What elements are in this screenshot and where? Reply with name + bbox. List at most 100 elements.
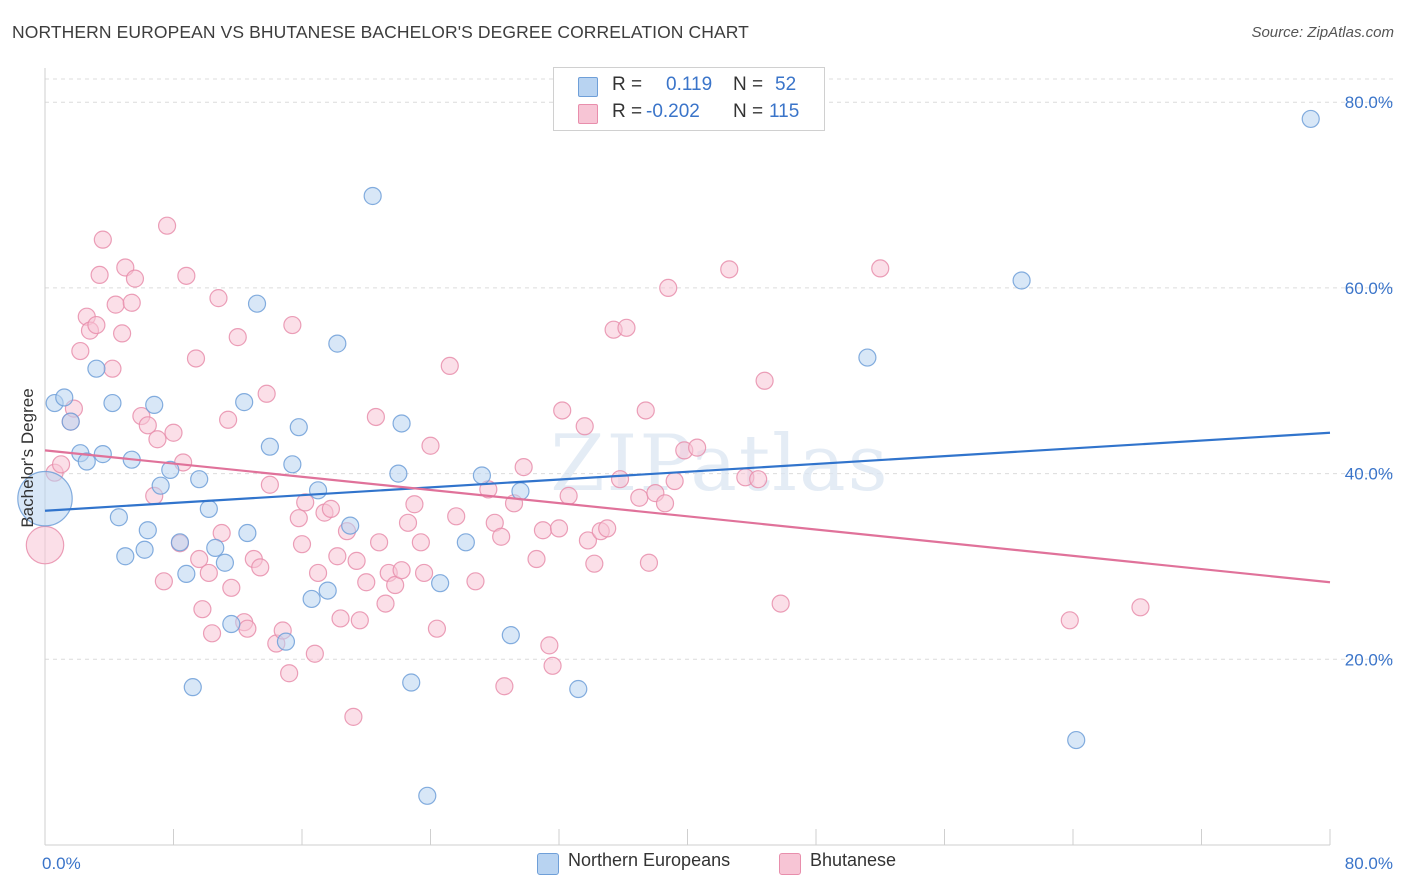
bhutanese-point: [630, 488, 649, 507]
northern-european-point: [235, 393, 254, 412]
x-tick-label: 0.0%: [42, 854, 81, 873]
bhutanese-point: [283, 315, 302, 335]
bhutanese-point: [257, 384, 276, 403]
northern-european-point: [93, 445, 112, 464]
bhutanese-point: [87, 315, 106, 335]
bhutanese-point: [665, 471, 684, 491]
bhutanese-point: [289, 509, 308, 528]
bhutanese-point: [514, 458, 533, 477]
bhutanese-point: [125, 269, 145, 288]
bhutanese-point: [585, 554, 604, 573]
grid-lines: [45, 78, 1393, 660]
northern-european-point: [116, 547, 135, 566]
northern-european-point: [260, 437, 279, 456]
bhutanese-point: [199, 563, 218, 583]
bhutanese-point: [1060, 611, 1079, 630]
bhutanese-point: [209, 289, 228, 308]
bhutanese-point: [617, 318, 636, 337]
bhutanese-point: [51, 455, 71, 474]
bhutanese-point: [405, 495, 424, 514]
bhutanese-point: [659, 278, 678, 298]
y-tick-label: 80.0%: [1345, 93, 1393, 112]
northern-european-point: [199, 499, 218, 518]
bhutanese-point: [370, 533, 389, 552]
bhutanese-point: [228, 328, 247, 347]
bhutanese-point: [202, 624, 222, 643]
legend-swatch-bhutanese: [779, 853, 801, 875]
northern-european-point: [103, 393, 122, 413]
bhutanese-point: [749, 470, 768, 489]
northern-european-point: [55, 388, 74, 407]
bhutanese-point: [190, 549, 209, 569]
x-tick-labels: 0.0% 80.0%: [42, 854, 1393, 873]
bhutanese-point: [559, 486, 578, 505]
northern-european-point: [87, 359, 106, 378]
legend-label-bhutanese: Bhutanese: [810, 850, 897, 870]
bhutanese-point: [610, 470, 630, 489]
legend-row-bhutanese: R = -0.202 N = 115: [554, 101, 824, 129]
northern-european-point: [1012, 271, 1031, 290]
northern-european-point: [569, 679, 588, 699]
bhutanese-point: [533, 521, 553, 540]
northern-european-point: [183, 678, 202, 697]
northern-european-point: [418, 786, 437, 805]
northern-european-point: [61, 412, 80, 431]
bhutanese-point: [177, 266, 196, 285]
northern-european-point: [238, 523, 257, 543]
northern-european-point: [151, 476, 170, 495]
northern-european-point: [308, 481, 328, 500]
northern-european-point: [392, 414, 411, 433]
northern-europeans-trend-line: [44, 431, 1331, 512]
northern-europeans-points: [17, 109, 1320, 805]
bhutanese-point: [260, 475, 279, 494]
northern-european-point: [276, 632, 296, 651]
source-label: Source: ZipAtlas.com: [1251, 24, 1394, 41]
n-value: 52: [775, 74, 797, 95]
bhutanese-point: [543, 656, 562, 675]
legend-row-northern-europeans: R = 0.119 N = 52: [554, 74, 824, 102]
bhutanese-point: [122, 293, 141, 312]
bhutanese-point: [328, 547, 347, 566]
bhutanese-point: [186, 349, 206, 368]
northern-european-point: [289, 418, 308, 437]
bhutanese-point: [427, 619, 447, 638]
northern-european-point: [247, 294, 267, 313]
northern-european-point: [402, 673, 421, 692]
northern-european-point: [318, 581, 337, 600]
northern-european-point: [215, 553, 234, 572]
bhutanese-point: [598, 519, 617, 538]
northern-european-point: [145, 395, 164, 414]
y-axis-title: Bachelor's Degree: [18, 388, 37, 528]
bhutanese-point: [871, 259, 890, 278]
northern-european-point: [341, 516, 360, 535]
n-label: N =: [733, 101, 764, 122]
northern-european-point: [511, 482, 530, 501]
bhutanese-point: [238, 619, 257, 638]
northern-european-point: [431, 574, 450, 593]
bhutanese-point: [138, 416, 157, 435]
r-label: R =: [612, 101, 643, 122]
northern-european-point: [283, 455, 302, 474]
northern-european-point: [222, 614, 241, 634]
legend-swatch-northern-europeans: [537, 853, 559, 875]
bhutanese-point: [344, 707, 363, 726]
bhutanese-point: [578, 531, 598, 550]
bhutanese-point: [553, 401, 572, 420]
northern-european-point: [206, 538, 225, 557]
chart-title: NORTHERN EUROPEAN VS BHUTANESE BACHELOR'…: [12, 22, 749, 42]
northern-european-point: [501, 626, 520, 645]
bhutanese-point: [157, 216, 177, 235]
bhutanese-point: [549, 519, 569, 538]
northern-european-point: [17, 470, 73, 527]
bhutanese-point: [411, 533, 430, 552]
northern-european-point: [456, 533, 475, 552]
northern-european-point: [161, 460, 180, 479]
bhutanese-point: [688, 438, 707, 457]
bhutanese-point: [305, 644, 324, 663]
bhutanese-point: [308, 563, 328, 583]
bhutanese-points: [25, 216, 1150, 726]
bhutanese-point: [219, 410, 238, 429]
bhutanese-point: [222, 578, 241, 597]
bhutanese-point: [720, 260, 739, 279]
